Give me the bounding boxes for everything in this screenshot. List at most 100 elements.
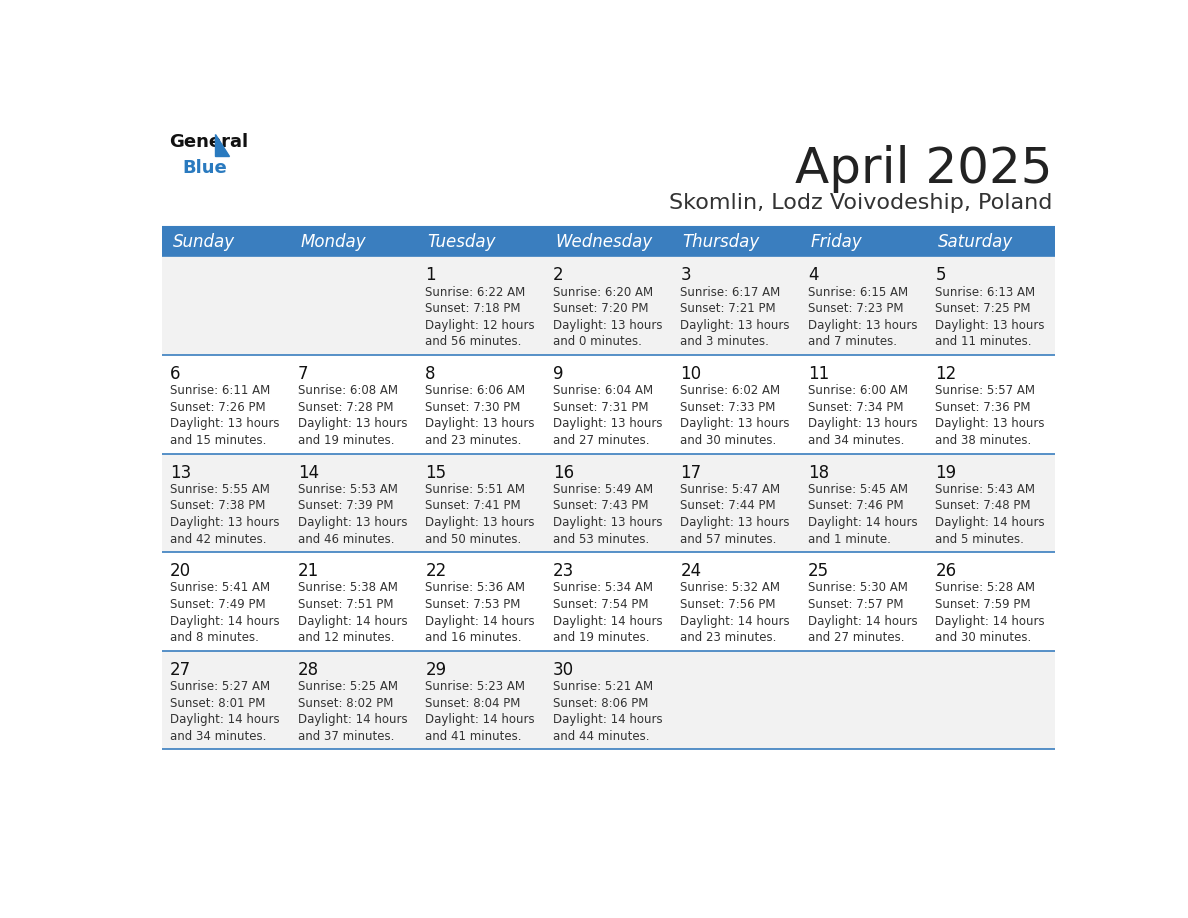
Text: and 27 minutes.: and 27 minutes. bbox=[552, 434, 650, 447]
Text: Sunset: 7:46 PM: Sunset: 7:46 PM bbox=[808, 499, 904, 512]
Text: Sunrise: 6:02 AM: Sunrise: 6:02 AM bbox=[681, 385, 781, 397]
Text: Sunset: 8:06 PM: Sunset: 8:06 PM bbox=[552, 697, 649, 710]
Text: 28: 28 bbox=[298, 661, 318, 678]
Text: Sunset: 7:21 PM: Sunset: 7:21 PM bbox=[681, 302, 776, 315]
Text: 6: 6 bbox=[170, 365, 181, 383]
Text: Tuesday: Tuesday bbox=[428, 233, 497, 251]
Text: and 1 minute.: and 1 minute. bbox=[808, 532, 891, 545]
Bar bbox=[163, 552, 1055, 651]
Text: Sunset: 7:41 PM: Sunset: 7:41 PM bbox=[425, 499, 520, 512]
Bar bbox=[163, 227, 1055, 256]
Text: Daylight: 13 hours: Daylight: 13 hours bbox=[425, 516, 535, 529]
Text: and 34 minutes.: and 34 minutes. bbox=[808, 434, 904, 447]
Text: Sunday: Sunday bbox=[172, 233, 235, 251]
Text: 17: 17 bbox=[681, 464, 701, 482]
Text: Sunset: 7:23 PM: Sunset: 7:23 PM bbox=[808, 302, 903, 315]
Text: Friday: Friday bbox=[810, 233, 862, 251]
Text: and 19 minutes.: and 19 minutes. bbox=[552, 631, 650, 644]
Text: Daylight: 12 hours: Daylight: 12 hours bbox=[425, 319, 535, 331]
Text: 27: 27 bbox=[170, 661, 191, 678]
Text: Sunset: 7:28 PM: Sunset: 7:28 PM bbox=[298, 401, 393, 414]
Text: 22: 22 bbox=[425, 562, 447, 580]
Text: Sunrise: 5:57 AM: Sunrise: 5:57 AM bbox=[935, 385, 1036, 397]
Text: and 15 minutes.: and 15 minutes. bbox=[170, 434, 266, 447]
Text: and 38 minutes.: and 38 minutes. bbox=[935, 434, 1031, 447]
Text: 8: 8 bbox=[425, 365, 436, 383]
Text: and 30 minutes.: and 30 minutes. bbox=[935, 631, 1031, 644]
Text: Sunset: 7:44 PM: Sunset: 7:44 PM bbox=[681, 499, 776, 512]
Text: Sunrise: 5:45 AM: Sunrise: 5:45 AM bbox=[808, 483, 908, 496]
Text: Sunset: 7:56 PM: Sunset: 7:56 PM bbox=[681, 598, 776, 611]
Text: Sunrise: 5:51 AM: Sunrise: 5:51 AM bbox=[425, 483, 525, 496]
Text: 9: 9 bbox=[552, 365, 563, 383]
Text: and 3 minutes.: and 3 minutes. bbox=[681, 335, 770, 349]
Text: Daylight: 13 hours: Daylight: 13 hours bbox=[552, 516, 663, 529]
Text: 20: 20 bbox=[170, 562, 191, 580]
Text: 21: 21 bbox=[298, 562, 320, 580]
Text: and 37 minutes.: and 37 minutes. bbox=[298, 730, 394, 743]
Text: Sunrise: 6:13 AM: Sunrise: 6:13 AM bbox=[935, 285, 1036, 298]
Text: Sunset: 7:59 PM: Sunset: 7:59 PM bbox=[935, 598, 1031, 611]
Text: 7: 7 bbox=[298, 365, 308, 383]
Text: Sunrise: 6:06 AM: Sunrise: 6:06 AM bbox=[425, 385, 525, 397]
Text: 4: 4 bbox=[808, 266, 819, 285]
Text: Daylight: 14 hours: Daylight: 14 hours bbox=[552, 614, 663, 628]
Text: Daylight: 13 hours: Daylight: 13 hours bbox=[808, 418, 917, 431]
Text: 29: 29 bbox=[425, 661, 447, 678]
Text: and 44 minutes.: and 44 minutes. bbox=[552, 730, 650, 743]
Text: and 11 minutes.: and 11 minutes. bbox=[935, 335, 1032, 349]
Text: Sunrise: 5:36 AM: Sunrise: 5:36 AM bbox=[425, 581, 525, 594]
Text: Sunrise: 6:22 AM: Sunrise: 6:22 AM bbox=[425, 285, 525, 298]
Text: Daylight: 13 hours: Daylight: 13 hours bbox=[425, 418, 535, 431]
Text: Skomlin, Lodz Voivodeship, Poland: Skomlin, Lodz Voivodeship, Poland bbox=[669, 194, 1053, 213]
Text: Sunrise: 5:41 AM: Sunrise: 5:41 AM bbox=[170, 581, 271, 594]
Text: Sunrise: 5:55 AM: Sunrise: 5:55 AM bbox=[170, 483, 270, 496]
Text: Sunrise: 6:04 AM: Sunrise: 6:04 AM bbox=[552, 385, 653, 397]
Text: Sunset: 7:43 PM: Sunset: 7:43 PM bbox=[552, 499, 649, 512]
Text: General: General bbox=[169, 133, 248, 151]
Text: Daylight: 13 hours: Daylight: 13 hours bbox=[681, 516, 790, 529]
Text: Daylight: 13 hours: Daylight: 13 hours bbox=[681, 319, 790, 331]
Text: Sunrise: 5:34 AM: Sunrise: 5:34 AM bbox=[552, 581, 653, 594]
Text: Sunset: 7:36 PM: Sunset: 7:36 PM bbox=[935, 401, 1031, 414]
Text: Sunrise: 5:47 AM: Sunrise: 5:47 AM bbox=[681, 483, 781, 496]
Text: and 27 minutes.: and 27 minutes. bbox=[808, 631, 904, 644]
Text: Sunrise: 5:53 AM: Sunrise: 5:53 AM bbox=[298, 483, 398, 496]
Text: Daylight: 13 hours: Daylight: 13 hours bbox=[298, 516, 407, 529]
Text: and 16 minutes.: and 16 minutes. bbox=[425, 631, 522, 644]
Text: Sunset: 7:18 PM: Sunset: 7:18 PM bbox=[425, 302, 520, 315]
Text: Sunset: 7:51 PM: Sunset: 7:51 PM bbox=[298, 598, 393, 611]
Text: Sunrise: 5:27 AM: Sunrise: 5:27 AM bbox=[170, 680, 271, 693]
Text: Thursday: Thursday bbox=[683, 233, 760, 251]
Text: Saturday: Saturday bbox=[937, 233, 1013, 251]
Text: Daylight: 13 hours: Daylight: 13 hours bbox=[552, 319, 663, 331]
Text: Sunrise: 6:17 AM: Sunrise: 6:17 AM bbox=[681, 285, 781, 298]
Text: Sunrise: 5:23 AM: Sunrise: 5:23 AM bbox=[425, 680, 525, 693]
Text: Sunrise: 6:20 AM: Sunrise: 6:20 AM bbox=[552, 285, 653, 298]
Text: Sunrise: 5:49 AM: Sunrise: 5:49 AM bbox=[552, 483, 653, 496]
Bar bbox=[163, 256, 1055, 355]
Text: Sunset: 7:57 PM: Sunset: 7:57 PM bbox=[808, 598, 903, 611]
Text: Sunset: 7:54 PM: Sunset: 7:54 PM bbox=[552, 598, 649, 611]
Text: 25: 25 bbox=[808, 562, 829, 580]
Text: and 5 minutes.: and 5 minutes. bbox=[935, 532, 1024, 545]
Bar bbox=[163, 453, 1055, 552]
Text: and 42 minutes.: and 42 minutes. bbox=[170, 532, 266, 545]
Text: Sunrise: 5:25 AM: Sunrise: 5:25 AM bbox=[298, 680, 398, 693]
Text: Sunset: 8:04 PM: Sunset: 8:04 PM bbox=[425, 697, 520, 710]
Text: Daylight: 14 hours: Daylight: 14 hours bbox=[170, 713, 280, 726]
Text: Sunset: 7:20 PM: Sunset: 7:20 PM bbox=[552, 302, 649, 315]
Text: Sunset: 7:49 PM: Sunset: 7:49 PM bbox=[170, 598, 266, 611]
Text: 2: 2 bbox=[552, 266, 563, 285]
Text: and 7 minutes.: and 7 minutes. bbox=[808, 335, 897, 349]
Text: and 8 minutes.: and 8 minutes. bbox=[170, 631, 259, 644]
Bar bbox=[163, 355, 1055, 453]
Text: 11: 11 bbox=[808, 365, 829, 383]
Text: Sunset: 7:25 PM: Sunset: 7:25 PM bbox=[935, 302, 1031, 315]
Text: 13: 13 bbox=[170, 464, 191, 482]
Text: Daylight: 14 hours: Daylight: 14 hours bbox=[298, 614, 407, 628]
Text: 12: 12 bbox=[935, 365, 956, 383]
Text: Daylight: 14 hours: Daylight: 14 hours bbox=[425, 614, 535, 628]
Text: Daylight: 14 hours: Daylight: 14 hours bbox=[298, 713, 407, 726]
Text: Blue: Blue bbox=[183, 160, 227, 177]
